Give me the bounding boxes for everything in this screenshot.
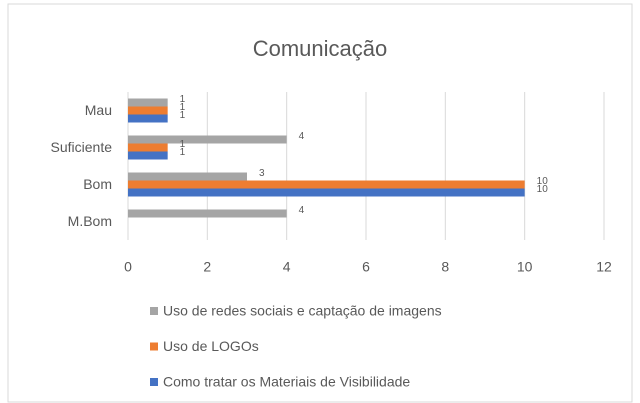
x-tick-label: 2 [203, 259, 211, 275]
x-tick-label: 8 [441, 259, 449, 275]
bar [128, 114, 168, 123]
bar [128, 106, 168, 115]
legend-label: Como tratar os Materiais de Visibilidade [163, 374, 410, 390]
y-tick-label: Mau [85, 102, 112, 118]
bar [128, 135, 287, 144]
data-label: 4 [299, 131, 305, 142]
x-tick-label: 0 [124, 259, 132, 275]
legend-swatch [150, 307, 158, 315]
data-label: 1 [180, 102, 186, 113]
bar [128, 180, 525, 189]
legend-swatch [150, 378, 158, 386]
data-label: 1 [180, 139, 186, 150]
y-tick-label: Bom [83, 176, 112, 192]
bar [128, 98, 168, 107]
legend-label: Uso de redes sociais e captação de image… [163, 303, 442, 319]
data-label: 3 [259, 168, 265, 179]
bar [128, 209, 287, 218]
data-label: 10 [537, 184, 549, 195]
bar [128, 143, 168, 152]
x-tick-label: 12 [596, 259, 612, 275]
y-tick-label: M.Bom [68, 213, 112, 229]
legend-swatch [150, 342, 158, 351]
x-tick-label: 10 [517, 259, 533, 275]
data-label: 1 [180, 110, 186, 121]
x-tick-label: 6 [362, 259, 370, 275]
data-label: 4 [299, 205, 305, 216]
data-label: 1 [180, 94, 186, 105]
y-tick-label: Suficiente [51, 139, 113, 155]
chart-frame [7, 3, 633, 403]
data-label: 1 [180, 147, 186, 158]
bar [128, 188, 525, 197]
x-tick-label: 4 [283, 259, 291, 275]
bar [128, 172, 247, 181]
data-label: 10 [537, 176, 549, 187]
legend-label: Uso de LOGOs [163, 338, 259, 354]
chart-title: Comunicação [253, 36, 388, 61]
bar [128, 151, 168, 160]
